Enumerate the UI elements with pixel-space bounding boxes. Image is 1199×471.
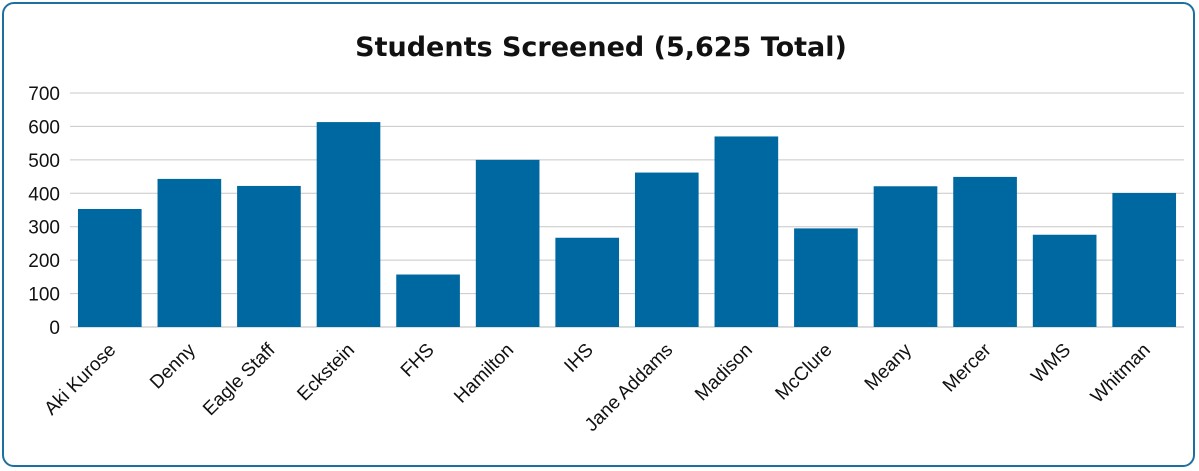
bars [77,122,1177,327]
bar [634,172,699,327]
y-tick-label: 300 [28,218,60,239]
x-category-label: Eagle Staff [199,339,280,420]
x-category-label: Whitman [1087,340,1155,408]
bar [953,176,1017,327]
x-category-label: WMS [1027,340,1075,388]
bar [794,228,858,327]
y-axis-ticks: 0 100 200 300 400 500 600 700 [28,84,60,339]
x-category-label: Madison [691,340,757,406]
chart-title: Students Screened (5,625 Total) [355,32,847,63]
y-tick-label: 400 [28,184,60,205]
y-tick-label: 200 [28,251,60,272]
y-tick-label: 600 [28,117,60,138]
x-category-label: Eckstein [293,340,359,406]
x-category-label: Meany [861,339,917,395]
bar [714,136,779,327]
bar [1032,234,1097,327]
x-category-label: McClure [772,340,837,405]
x-category-label: FHS [397,340,439,382]
y-tick-label: 700 [28,84,60,105]
y-tick-label: 500 [28,151,60,172]
bar [475,159,540,327]
bar [316,122,381,327]
y-tick-label: 0 [49,318,60,339]
x-category-label: Hamilton [450,340,518,408]
bar [237,185,301,327]
x-category-label: Aki Kurose [41,340,121,420]
bar [396,274,460,327]
bar [1112,192,1177,327]
x-category-label: IHS [560,340,597,377]
y-tick-label: 100 [28,285,60,306]
bar [77,208,142,327]
bar [555,237,620,327]
x-category-label: Mercer [939,339,996,396]
bar [157,178,222,327]
x-axis-labels: Aki Kurose Denny Eagle Staff Eckstein FHS Ham… [41,339,1155,436]
bar [873,186,938,327]
x-category-label: Denny [146,339,200,393]
